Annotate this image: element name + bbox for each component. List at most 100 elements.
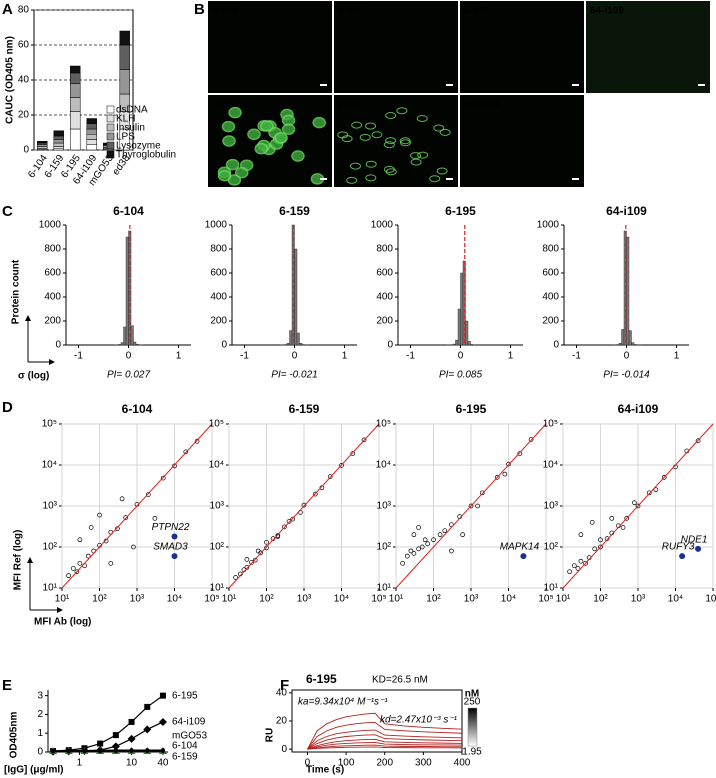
legend-label: Thyroglobulin bbox=[116, 150, 176, 161]
y-axis-label: RU bbox=[265, 728, 276, 742]
series-label: mGO53 bbox=[172, 731, 207, 742]
y-axis-label: OD405nm bbox=[9, 712, 20, 759]
chart-title: 6-159 bbox=[289, 402, 320, 416]
marker bbox=[112, 732, 119, 739]
image-label: 64-i109 bbox=[590, 6, 624, 17]
histogram-bar bbox=[633, 344, 637, 346]
y-tick-label: 10⁴ bbox=[209, 460, 224, 471]
cell bbox=[312, 116, 326, 129]
cell bbox=[433, 124, 445, 132]
bar-segment bbox=[86, 128, 97, 135]
cell bbox=[350, 162, 362, 170]
bar-segment bbox=[53, 148, 64, 151]
image-tile bbox=[460, 1, 584, 93]
point bbox=[252, 557, 258, 563]
histogram-bar bbox=[118, 344, 122, 346]
point bbox=[97, 512, 102, 518]
x-tick-label: -1 bbox=[406, 351, 415, 362]
y-tick-label: 800 bbox=[542, 244, 559, 255]
point bbox=[431, 537, 436, 543]
cell bbox=[416, 114, 428, 122]
point bbox=[319, 485, 325, 491]
panel-letter: A bbox=[2, 1, 13, 18]
y-tick-label: 10³ bbox=[210, 501, 225, 512]
cell bbox=[346, 176, 358, 184]
x-tick-label: 10² bbox=[92, 594, 107, 605]
histogram-bar bbox=[299, 343, 303, 346]
point bbox=[145, 492, 151, 497]
y-tick-label: 10⁴ bbox=[543, 460, 558, 471]
y-tick-label: 600 bbox=[210, 268, 227, 279]
bar-segment bbox=[37, 142, 48, 145]
histogram-bar bbox=[470, 344, 474, 346]
y-tick-label: 800 bbox=[210, 244, 227, 255]
point bbox=[567, 569, 572, 575]
x-tick-label: 10² bbox=[259, 594, 274, 605]
x-tick-label: 0 bbox=[624, 351, 630, 362]
cell bbox=[281, 123, 296, 135]
histogram-bar bbox=[621, 329, 625, 346]
cell bbox=[351, 121, 363, 129]
histogram-bar bbox=[123, 326, 127, 346]
identity-line bbox=[61, 423, 213, 589]
y-tick-label: 10² bbox=[544, 542, 559, 553]
cell bbox=[436, 167, 448, 175]
x-tick-label: 1 bbox=[508, 351, 514, 362]
point bbox=[460, 532, 466, 538]
point bbox=[422, 537, 428, 543]
legend-swatch bbox=[106, 114, 115, 123]
x-tick-label: 10³ bbox=[631, 594, 646, 605]
point bbox=[74, 569, 80, 575]
point bbox=[290, 516, 296, 522]
y-tick-label: 10¹ bbox=[377, 583, 392, 594]
chart-title: 6-104 bbox=[122, 402, 153, 416]
x-tick-label: 1 bbox=[674, 351, 680, 362]
point bbox=[160, 475, 166, 481]
cell bbox=[371, 131, 383, 139]
marker bbox=[111, 742, 120, 751]
identity-line bbox=[228, 423, 380, 589]
histogram-bar bbox=[289, 330, 293, 346]
sensorgram-curve bbox=[307, 712, 463, 750]
point bbox=[571, 563, 577, 569]
cell bbox=[274, 132, 288, 144]
chart-title: 6-104 bbox=[113, 204, 144, 218]
y-tick-label: 10¹ bbox=[210, 583, 225, 594]
bar-segment bbox=[70, 83, 81, 98]
point bbox=[578, 558, 584, 564]
point bbox=[646, 490, 652, 496]
image-label: Ctr+ bbox=[212, 100, 232, 111]
bar-segment bbox=[70, 97, 81, 112]
point bbox=[172, 463, 177, 469]
x-axis-label: σ (log) bbox=[18, 371, 49, 382]
y-tick-label: 400 bbox=[542, 292, 559, 303]
point bbox=[419, 544, 425, 550]
marker bbox=[113, 749, 118, 754]
x-tick-label: 10⁵ bbox=[371, 594, 386, 605]
point bbox=[449, 548, 454, 554]
cell bbox=[439, 128, 451, 136]
bar-segment bbox=[86, 134, 97, 140]
histogram-bar bbox=[296, 332, 300, 346]
cell bbox=[383, 141, 395, 149]
histogram-bar bbox=[460, 272, 464, 346]
y-tick-label: 1000 bbox=[39, 220, 62, 231]
y-tick-label: 10⁴ bbox=[42, 460, 57, 471]
point bbox=[575, 566, 581, 571]
point bbox=[255, 548, 261, 554]
sensorgram-curve bbox=[307, 744, 463, 750]
y-tick-label: 200 bbox=[376, 316, 393, 327]
highlight-point bbox=[171, 553, 178, 560]
point bbox=[528, 437, 534, 442]
cell bbox=[365, 160, 377, 168]
chart-title: 6-159 bbox=[279, 204, 310, 218]
bar-segment bbox=[119, 44, 130, 70]
x-tick-label: 10 bbox=[126, 758, 138, 769]
point bbox=[416, 546, 421, 552]
legend-swatch bbox=[106, 150, 115, 159]
bar-segment bbox=[53, 139, 64, 144]
bar-segment bbox=[70, 128, 81, 151]
x-tick-label: 10³ bbox=[464, 594, 479, 605]
y-tick-label: 10² bbox=[43, 542, 58, 553]
point bbox=[264, 539, 269, 545]
